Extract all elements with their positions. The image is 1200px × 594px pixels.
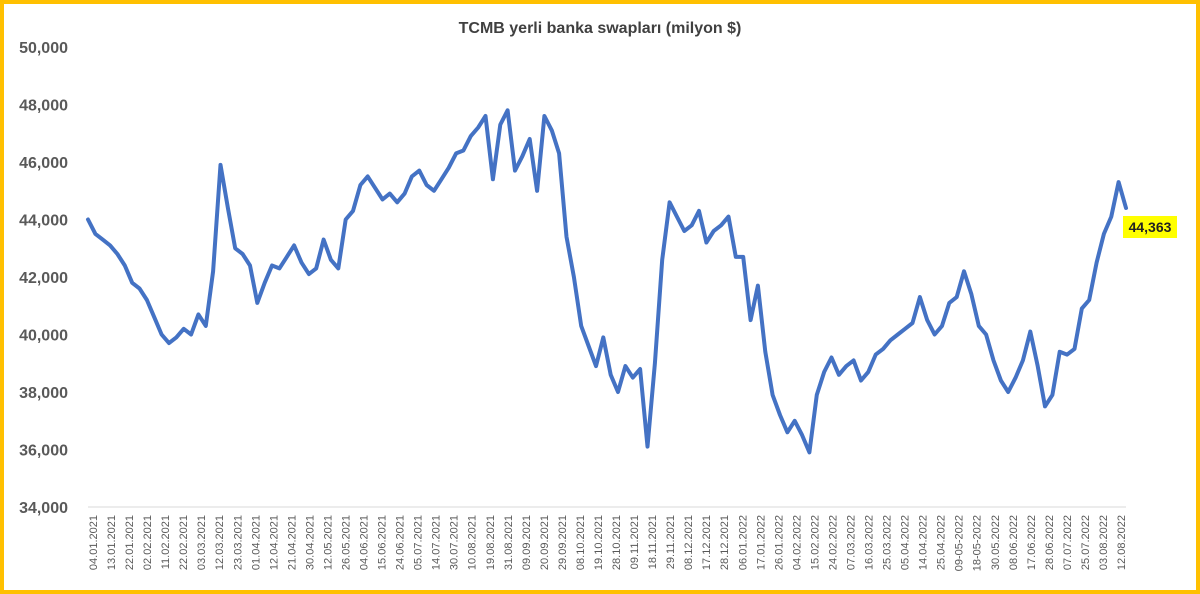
x-tick-label: 13.01.2021 — [106, 515, 118, 570]
series-line — [86, 108, 1128, 455]
y-tick-label: 38,000 — [19, 385, 68, 402]
x-tick-label: 26.05.2021 — [340, 515, 352, 570]
x-tick-label: 31.08.2021 — [503, 515, 515, 570]
x-tick-label: 19.10.2021 — [593, 515, 605, 570]
x-tick-label: 03.08.2022 — [1098, 515, 1110, 570]
x-tick-label: 25.03.2022 — [882, 515, 894, 570]
x-tick-label: 10.08.2021 — [467, 515, 479, 570]
x-tick-label: 05.07.2021 — [413, 515, 425, 570]
x-tick-label: 25.04.2022 — [936, 515, 948, 570]
x-tick-label: 11.02.2021 — [160, 515, 172, 569]
x-tick-label: 20.09.2021 — [539, 515, 551, 570]
x-tick-label: 02.02.2021 — [142, 515, 154, 570]
y-tick-label: 40,000 — [19, 328, 68, 345]
x-tick-label: 23.03.2021 — [232, 515, 244, 570]
x-tick-label: 12.05.2021 — [322, 515, 334, 570]
y-tick-label: 50,000 — [19, 40, 68, 57]
x-tick-label: 25.07.2022 — [1080, 515, 1092, 570]
last-value-callout-label: 44,363 — [1129, 219, 1172, 235]
x-tick-label: 04.01.2021 — [88, 515, 100, 570]
x-tick-label: 30.04.2021 — [304, 515, 316, 570]
last-value-callout-box — [1123, 216, 1177, 238]
x-axis: 04.01.2021 13.01.2021 22.01.2021 02.02.2021… — [88, 506, 1128, 571]
x-tick-label: 15.02.2022 — [809, 515, 821, 570]
x-tick-label: 17.06.2022 — [1026, 515, 1038, 570]
x-tick-label: 05.04.2022 — [900, 515, 912, 570]
x-tick-label: 12.03.2021 — [214, 515, 226, 570]
x-tick-label: 08.12.2021 — [683, 515, 695, 570]
annotations: 44,363 — [1123, 216, 1177, 238]
x-tick-label: 29.09.2021 — [557, 515, 569, 570]
x-tick-label: 07.03.2022 — [845, 515, 857, 570]
x-tick-label: 08.06.2022 — [1008, 515, 1020, 570]
x-tick-label: 24.02.2022 — [827, 515, 839, 570]
x-tick-label: 15.06.2021 — [377, 515, 389, 570]
x-tick-label: 28.12.2021 — [719, 515, 731, 570]
x-tick-label: 24.06.2021 — [395, 515, 407, 570]
x-tick-label: 04.02.2022 — [791, 515, 803, 570]
x-tick-label: 04.06.2021 — [359, 515, 371, 570]
x-tick-label: 18-05-2022 — [972, 515, 984, 571]
x-tick-label: 29.11.2021 — [665, 515, 677, 569]
x-tick-label: 03.03.2021 — [196, 515, 208, 570]
y-tick-label: 36,000 — [19, 443, 68, 460]
x-tick-label: 22.02.2021 — [178, 515, 190, 570]
y-tick-label: 48,000 — [19, 98, 68, 115]
x-tick-label: 21.04.2021 — [286, 515, 298, 570]
x-tick-label: 17.01.2022 — [755, 515, 767, 570]
x-tick-label: 16.03.2022 — [864, 515, 876, 570]
x-tick-label: 06.01.2022 — [737, 515, 749, 570]
x-tick-label: 14.04.2022 — [918, 515, 930, 570]
y-axis: 34,000 36,000 38,000 40,000 42,000 44,000 46,0… — [19, 40, 68, 517]
y-tick-label: 42,000 — [19, 270, 68, 287]
x-tick-label: 01.04.2021 — [250, 515, 262, 570]
x-tick-label: 08.10.2021 — [575, 515, 587, 570]
plot-area — [86, 108, 1128, 455]
x-tick-label: 14.07.2021 — [431, 515, 443, 570]
y-tick-label: 34,000 — [19, 500, 68, 517]
x-tick-label: 28.10.2021 — [611, 515, 623, 570]
x-tick-label: 22.01.2021 — [124, 515, 136, 570]
x-tick-label: 09-05-2022 — [954, 515, 966, 571]
x-tick-label: 12.04.2021 — [268, 515, 280, 570]
x-tick-label: 07.07.2022 — [1062, 515, 1074, 570]
y-tick-label: 44,000 — [19, 213, 68, 230]
x-tick-label: 18.11.2021 — [647, 515, 659, 569]
x-tick-label: 30.07.2021 — [449, 515, 461, 570]
x-tick-label: 30.05.2022 — [990, 515, 1002, 570]
x-tick-label: 09.09.2021 — [521, 515, 533, 570]
y-tick-label: 46,000 — [19, 155, 68, 172]
x-tick-label: 19.08.2021 — [485, 515, 497, 570]
chart-title: TCMB yerli banka swapları (milyon $) — [458, 20, 742, 37]
x-tick-label: 28.06.2022 — [1044, 515, 1056, 570]
x-tick-label: 09.11.2021 — [629, 515, 641, 569]
x-tick-label: 17.12.2021 — [701, 515, 713, 570]
x-tick-label: 26.01.2022 — [773, 515, 785, 570]
x-tick-label: 12.08.2022 — [1116, 515, 1128, 570]
